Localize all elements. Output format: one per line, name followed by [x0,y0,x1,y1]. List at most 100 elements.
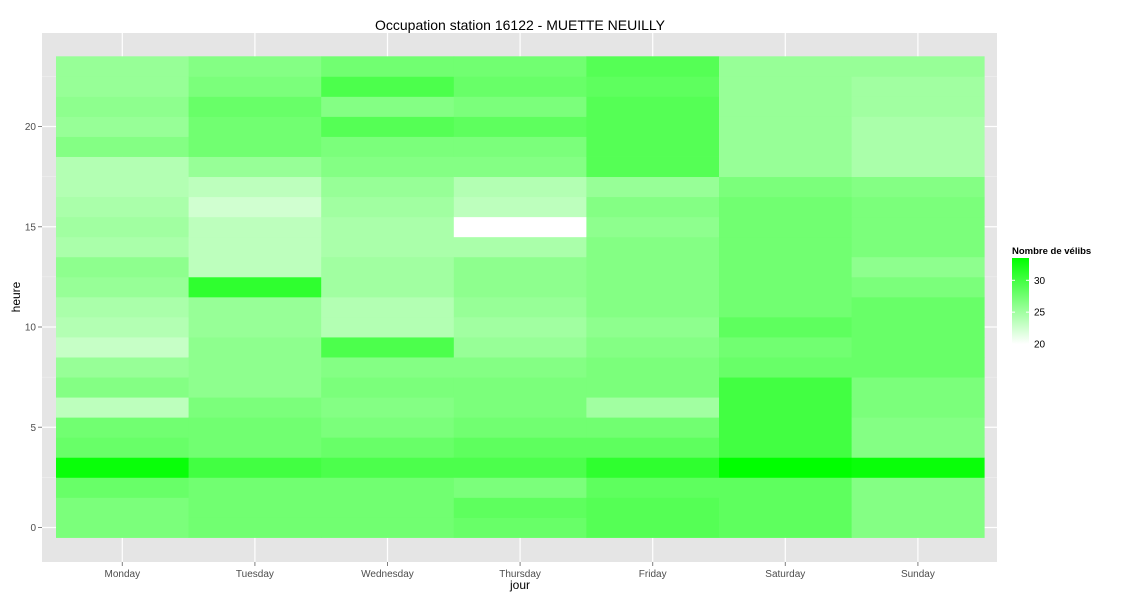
heatmap-cell [321,497,455,518]
heatmap-cell [719,216,852,238]
x-tick-label: Friday [639,569,667,580]
heatmap-cell [321,56,455,77]
x-tick-label: Wednesday [361,569,414,580]
heatmap-cell [851,156,985,178]
heatmap-cell [719,296,852,318]
heatmap-cell [586,156,720,178]
heatmap-cell [56,216,189,238]
heatmap-cell [586,457,720,478]
heatmap-cell [719,517,852,538]
heatmap-cell [719,437,852,458]
heatmap-cell [453,477,587,498]
legend-title: Nombre de vélibs [1012,246,1091,257]
heatmap-cell [321,457,455,478]
heatmap-cell [453,136,587,157]
heatmap-cell [188,517,322,538]
heatmap-cell [453,76,587,97]
heatmap-cell [851,276,985,298]
heatmap-cell [851,316,985,338]
heatmap-cell [188,156,322,178]
legend-colorbar [1012,258,1029,344]
heatmap-cell [719,76,852,97]
color-legend: Nombre de vélibs 20 25 30 [1012,246,1091,351]
y-tick-label: 5 [30,423,36,434]
heatmap-cell [719,477,852,498]
heatmap-cell [56,276,189,298]
heatmap-cell [586,357,720,378]
heatmap-cell [719,176,852,198]
heatmap-cell [56,116,189,137]
heatmap-cell [188,276,322,298]
heatmap-cell [321,517,455,538]
heatmap-cell [453,196,587,218]
heatmap-cell [719,357,852,378]
heatmap-cell [321,417,455,438]
heatmap-cell [188,56,322,77]
heatmap-cell [719,377,852,398]
legend-tick-label: 25 [1034,308,1046,319]
heatmap-cell [719,236,852,258]
heatmap-cell [453,116,587,137]
heatmap-cell [719,196,852,218]
y-tick-label: 20 [25,122,37,133]
heatmap-cell [188,176,322,198]
heatmap-cell [586,316,720,338]
heatmap-cell [851,236,985,258]
heatmap-cell [321,156,455,178]
heatmap-cell [453,276,587,298]
heatmap-cell [321,437,455,458]
heatmap-cell [851,437,985,458]
heatmap-cell [719,497,852,518]
heatmap-cell [321,337,455,358]
heatmap-cell [188,256,322,278]
heatmap-cell [321,196,455,218]
heatmap-cell [188,397,322,418]
heatmap-cell [586,437,720,458]
heatmap-cell [56,316,189,338]
heatmap-cell [851,377,985,398]
heatmap-cell [586,96,720,117]
heatmap-cell [453,156,587,178]
x-tick-label: Monday [105,569,141,580]
heatmap-cell [719,276,852,298]
heatmap-cell [188,116,322,137]
heatmap-cell [188,316,322,338]
heatmap-cell [586,417,720,438]
heatmap-cell [321,377,455,398]
y-tick-label: 10 [25,323,37,334]
heatmap-cell [188,377,322,398]
heatmap-cell [719,457,852,478]
heatmap-cell [453,417,587,438]
heatmap-cell [719,397,852,418]
heatmap-cell [56,156,189,178]
heatmap-cell [586,377,720,398]
heatmap-cell [56,517,189,538]
heatmap-cell [453,437,587,458]
heatmap-cell [56,176,189,198]
heatmap-cell [56,56,189,77]
heatmap-cell [719,156,852,178]
heatmap-cell [56,296,189,318]
heatmap-cell [56,417,189,438]
x-axis-label: jour [509,578,530,592]
x-tick-label: Tuesday [236,569,274,580]
heatmap-cell [586,56,720,77]
y-axis-label: heure [9,281,23,312]
heatmap-cell [188,497,322,518]
heatmap-cell [188,417,322,438]
chart-title: Occupation station 16122 - MUETTE NEUILL… [375,17,666,33]
heatmap-cell [453,397,587,418]
heatmap-cell [586,256,720,278]
heatmap-cell [56,377,189,398]
heatmap-cell [851,477,985,498]
heatmap-cell [851,116,985,137]
heatmap-cell [453,357,587,378]
legend-tick-label: 20 [1034,340,1046,351]
heatmap-cell [56,96,189,117]
heatmap-cell [586,497,720,518]
heatmap-cell [321,76,455,97]
heatmap-cell [453,497,587,518]
heatmap-cell [586,397,720,418]
heatmap-cell [188,437,322,458]
heatmap-cell [56,236,189,258]
